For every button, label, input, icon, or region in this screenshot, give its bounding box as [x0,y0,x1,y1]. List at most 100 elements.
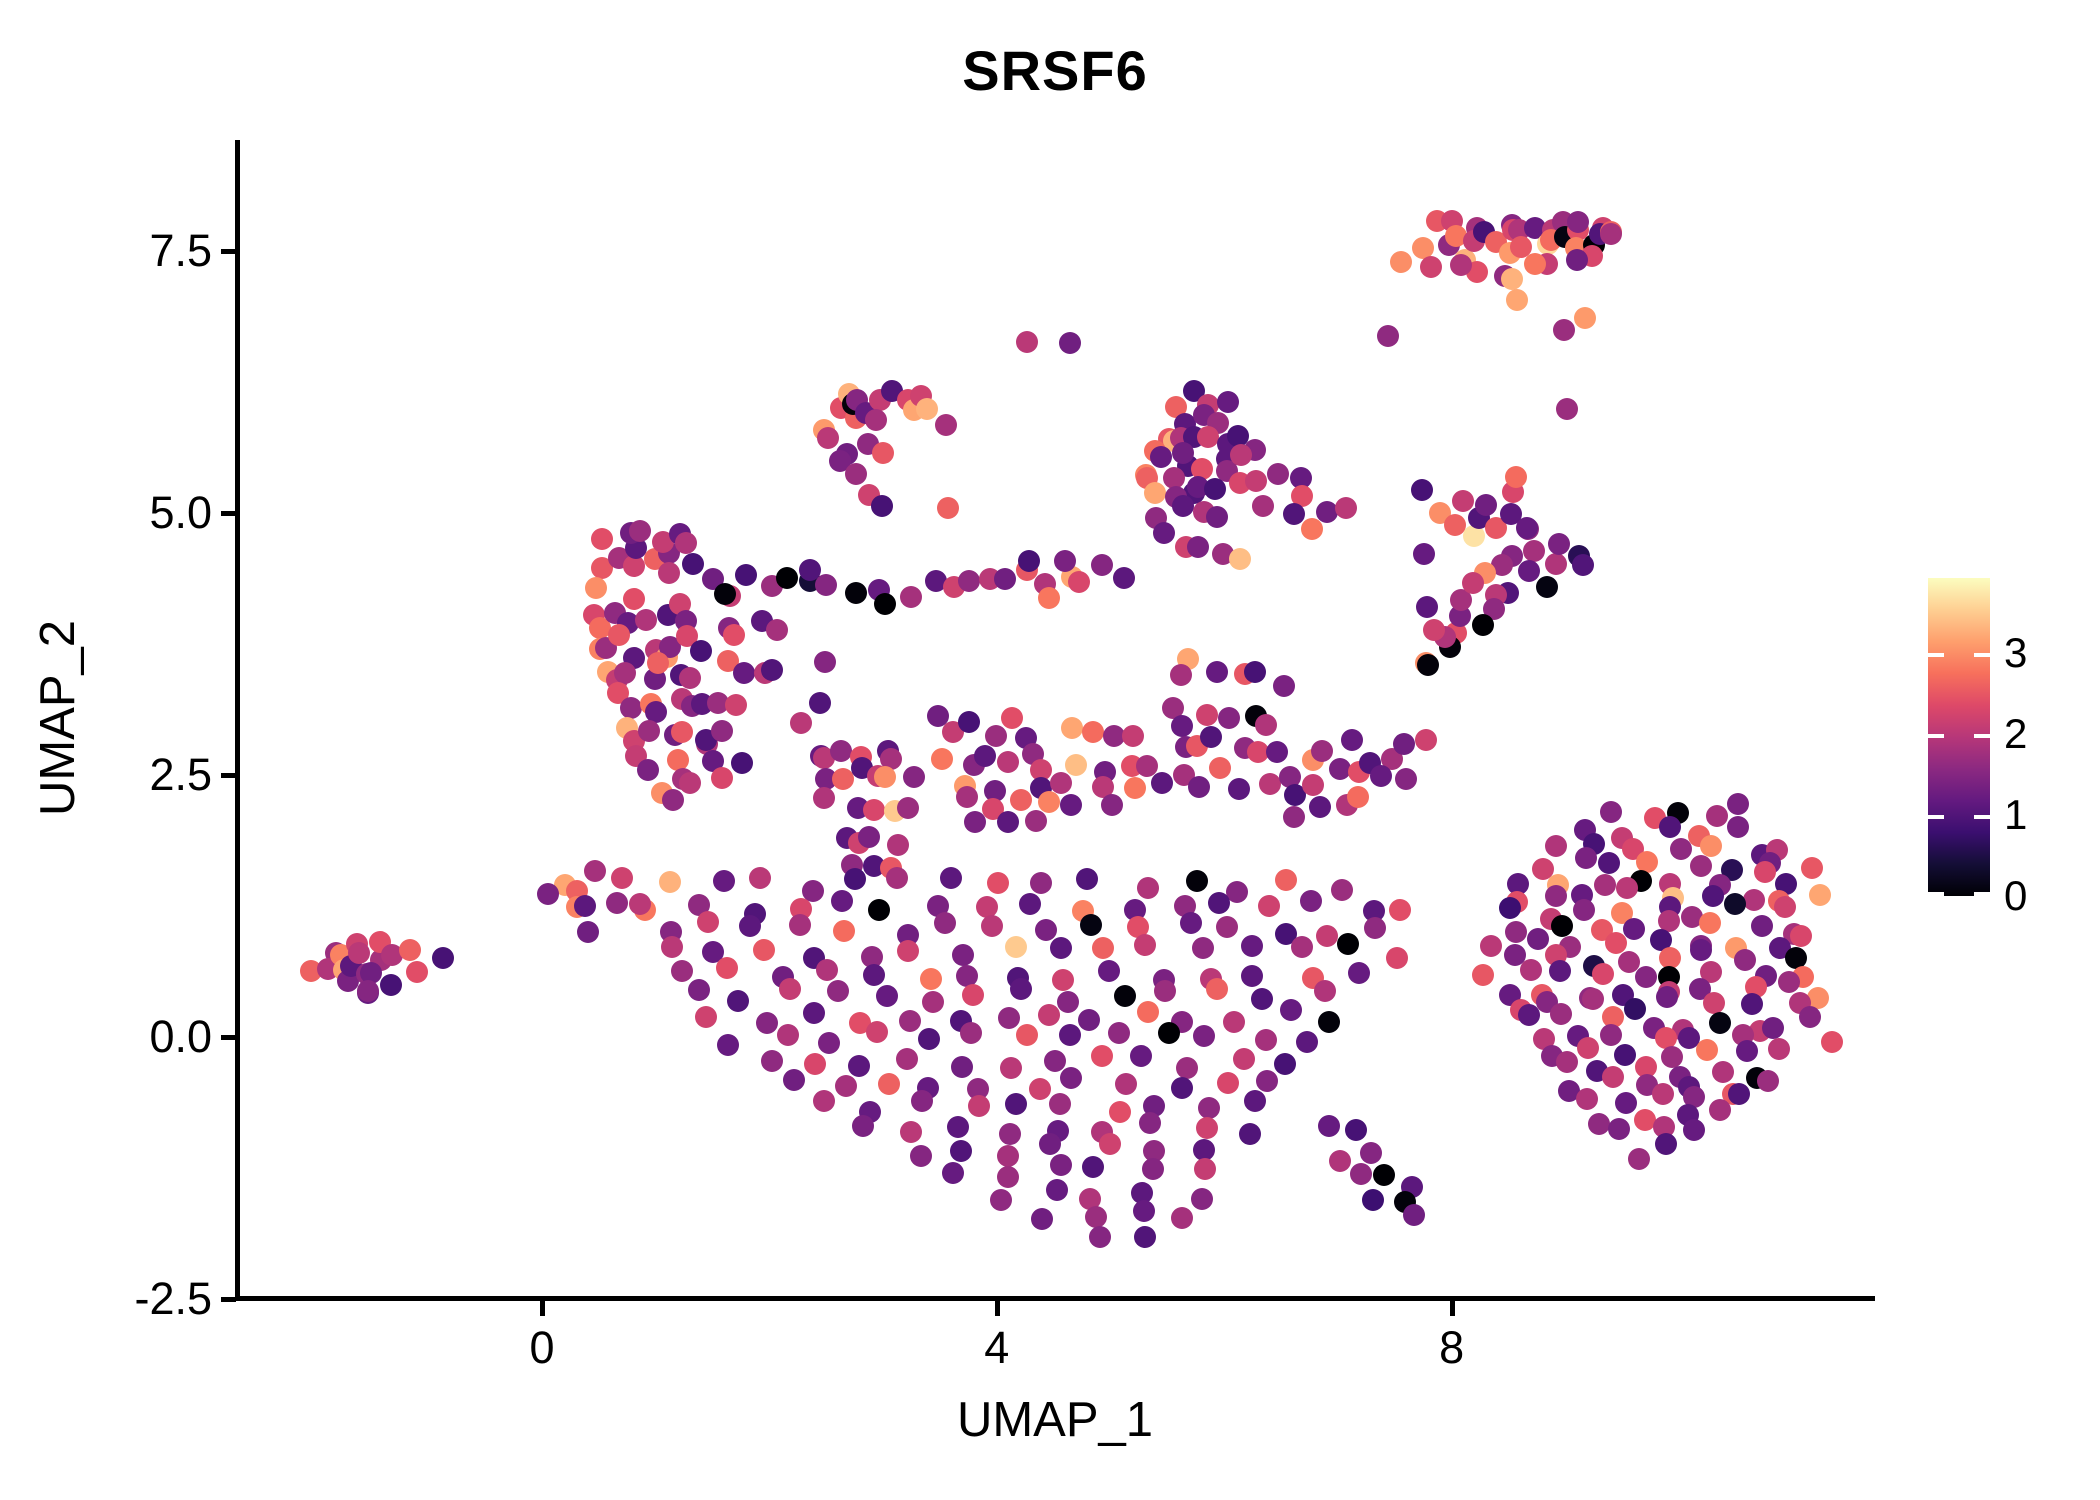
data-point [1566,210,1589,233]
data-point [1610,902,1633,925]
data-point [939,867,962,890]
data-point [638,720,661,743]
data-point [1204,478,1227,501]
data-point [1060,716,1083,739]
data-point [536,883,559,906]
data-point [1216,915,1239,938]
data-point [1005,935,1028,958]
data-point [1172,441,1195,464]
data-point [644,700,667,723]
data-point [716,1033,739,1056]
data-point [927,894,950,917]
data-point [922,990,945,1013]
data-point [980,915,1003,938]
data-point [1484,516,1507,539]
data-point [628,519,651,542]
data-point [1113,984,1136,1007]
data-point [1808,884,1831,907]
data-point [951,943,974,966]
data-point [1700,835,1723,858]
data-point [1038,586,1060,609]
data-point [1216,1071,1239,1094]
data-point [1222,1010,1245,1033]
data-point [1345,1118,1368,1141]
data-point [1280,998,1303,1021]
data-point [1081,1155,1104,1178]
data-point [755,1012,778,1035]
y-axis-tick-label: -2.5 [134,1273,212,1324]
data-point [799,559,822,582]
data-point [812,786,835,809]
data-point [1037,1003,1060,1026]
data-point [1052,968,1075,991]
y-axis-tick-mark [221,1035,236,1040]
data-point [670,960,693,983]
data-point [1206,660,1228,683]
data-point [863,799,886,822]
y-axis-tick-label: 2.5 [149,749,212,800]
data-point [779,978,802,1001]
data-point [1509,236,1532,259]
data-point [1550,914,1573,937]
data-point [716,956,739,979]
data-point [1187,536,1210,559]
data-point [994,567,1017,590]
data-point [1448,604,1471,627]
data-point [1592,963,1615,986]
data-point [789,712,812,735]
data-point [1274,869,1297,892]
data-point [1774,895,1797,918]
data-point [878,1072,901,1095]
data-point [1161,697,1184,719]
data-point [1299,890,1322,913]
data-point [735,563,758,586]
data-point [1652,1115,1675,1138]
data-point [1133,1226,1156,1249]
data-point [863,854,886,877]
data-point [1255,1070,1278,1093]
data-point [1038,1133,1061,1156]
data-point [713,582,736,605]
data-point [1444,225,1467,248]
data-point [1247,740,1270,763]
y-axis-tick-mark [221,773,236,778]
data-point [1179,911,1202,934]
data-point [610,867,633,890]
data-point [1233,1047,1256,1070]
x-axis-label: UMAP_1 [956,1393,1154,1447]
data-point [830,740,853,763]
data-point [348,941,371,964]
data-point [710,720,733,743]
data-point [591,527,614,550]
data-point [1084,1205,1107,1228]
data-point [1615,876,1638,899]
data-point [868,899,891,921]
data-point [1243,660,1266,683]
data-point [789,914,812,937]
data-point [1821,1030,1844,1053]
data-point [357,980,380,1003]
data-point [1153,979,1176,1002]
data-point [1461,571,1484,594]
data-point [1634,1055,1657,1078]
data-point [1170,663,1193,686]
colorbar-tick-label: 0 [2004,872,2028,919]
data-point [871,494,894,517]
data-point [1191,458,1213,481]
data-point [637,759,660,782]
data-point [1060,1067,1083,1090]
data-point [1340,728,1363,751]
data-point [967,1094,990,1117]
data-point [1132,1200,1155,1223]
data-point [1500,268,1523,291]
data-point [1527,927,1550,950]
data-point [997,1166,1020,1189]
y-axis-tick-label: 0.0 [149,1011,212,1062]
data-point [1090,1044,1113,1067]
data-point [1690,939,1713,962]
data-point [1702,991,1725,1014]
data-point [1108,1101,1131,1124]
data-point [1278,765,1301,788]
data-point [1688,977,1711,1000]
